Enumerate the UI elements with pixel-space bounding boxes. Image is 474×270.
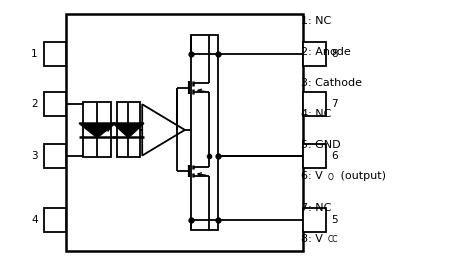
Text: 2: 2 (31, 99, 38, 109)
Bar (44, 42, 66, 66)
Bar (44, 92, 66, 116)
Text: 3: 3 (31, 151, 38, 161)
Text: 1: 1 (31, 49, 38, 59)
Text: 6: V: 6: V (301, 171, 323, 181)
Bar (44, 208, 66, 232)
Text: 7: NC: 7: NC (301, 202, 331, 212)
Text: 5: GND: 5: GND (301, 140, 341, 150)
Text: CC: CC (328, 235, 338, 244)
Text: 6: 6 (331, 151, 337, 161)
Text: 1: NC: 1: NC (301, 16, 331, 26)
Bar (44, 144, 66, 168)
Bar (66, 14, 303, 251)
Bar (191, 35, 218, 230)
Text: 2: Anode: 2: Anode (301, 47, 351, 57)
Polygon shape (142, 104, 185, 156)
Bar (83, 102, 111, 157)
Text: 4: 4 (31, 215, 38, 225)
Polygon shape (113, 123, 144, 137)
Text: 4: NC: 4: NC (301, 109, 331, 119)
Bar (303, 92, 326, 116)
Bar (303, 144, 326, 168)
Text: O: O (328, 173, 333, 182)
Bar (303, 42, 326, 66)
Text: 8: V: 8: V (301, 234, 323, 244)
Text: (output): (output) (337, 171, 385, 181)
Polygon shape (79, 123, 115, 137)
Text: 3: Cathode: 3: Cathode (301, 78, 362, 88)
Bar (303, 208, 326, 232)
Text: 7: 7 (331, 99, 337, 109)
Bar (117, 102, 140, 157)
Text: 8: 8 (331, 49, 337, 59)
Text: 5: 5 (331, 215, 337, 225)
